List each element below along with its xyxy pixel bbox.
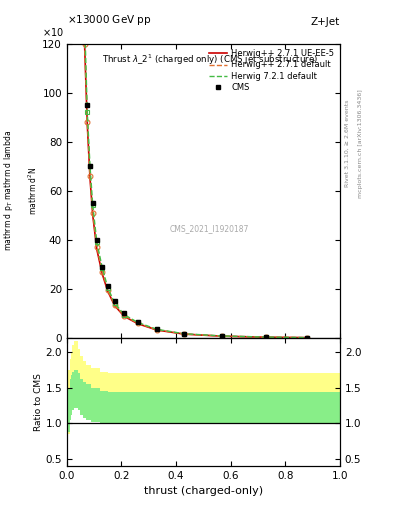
Line: Herwig 7.2.1 default: Herwig 7.2.1 default [68, 0, 307, 337]
CMS [100, 264, 105, 270]
Herwig++ 2.7.1 UE-EE-5 [264, 334, 268, 340]
Line: Herwig++ 2.7.1 default: Herwig++ 2.7.1 default [68, 0, 307, 337]
Herwig++ 2.7.1 default [105, 287, 110, 293]
CMS [88, 163, 92, 169]
Herwig++ 2.7.1 UE-EE-5 [105, 288, 110, 294]
CMS [105, 283, 110, 289]
Herwig 7.2.1 default [94, 239, 99, 245]
Herwig 7.2.1 default [220, 333, 225, 339]
Herwig 7.2.1 default [154, 326, 159, 332]
CMS [305, 334, 310, 340]
CMS [94, 237, 99, 243]
Text: Z+Jet: Z+Jet [311, 17, 340, 27]
Herwig++ 2.7.1 UE-EE-5 [122, 313, 127, 319]
Herwig++ 2.7.1 default [100, 269, 105, 275]
Herwig 7.2.1 default [182, 331, 187, 337]
Herwig 7.2.1 default [305, 334, 310, 340]
Herwig++ 2.7.1 default [82, 40, 87, 47]
Herwig++ 2.7.1 default [154, 327, 159, 333]
Herwig++ 2.7.1 default [182, 331, 187, 337]
Herwig 7.2.1 default [105, 285, 110, 291]
Herwig++ 2.7.1 UE-EE-5 [100, 271, 105, 277]
Herwig 7.2.1 default [112, 300, 117, 306]
Herwig++ 2.7.1 UE-EE-5 [220, 333, 225, 339]
Herwig 7.2.1 default [136, 319, 140, 326]
Herwig++ 2.7.1 default [112, 302, 117, 308]
Text: $\times$13000 GeV pp: $\times$13000 GeV pp [67, 13, 151, 27]
Herwig++ 2.7.1 UE-EE-5 [112, 303, 117, 309]
Herwig 7.2.1 default [82, 16, 87, 22]
Herwig 7.2.1 default [122, 311, 127, 317]
Herwig++ 2.7.1 UE-EE-5 [88, 176, 92, 182]
CMS [182, 330, 187, 336]
Herwig++ 2.7.1 default [85, 119, 90, 125]
CMS [122, 310, 127, 316]
Herwig++ 2.7.1 UE-EE-5 [85, 121, 90, 127]
Text: CMS_2021_I1920187: CMS_2021_I1920187 [169, 224, 248, 233]
CMS [90, 200, 95, 206]
Legend: Herwig++ 2.7.1 UE-EE-5, Herwig++ 2.7.1 default, Herwig 7.2.1 default, CMS: Herwig++ 2.7.1 UE-EE-5, Herwig++ 2.7.1 d… [207, 48, 336, 93]
Line: Herwig++ 2.7.1 UE-EE-5: Herwig++ 2.7.1 UE-EE-5 [68, 0, 307, 337]
Herwig 7.2.1 default [85, 109, 90, 115]
X-axis label: thrust (charged-only): thrust (charged-only) [144, 486, 263, 496]
CMS [154, 326, 159, 332]
Herwig++ 2.7.1 UE-EE-5 [305, 334, 310, 340]
Herwig++ 2.7.1 UE-EE-5 [136, 321, 140, 327]
Herwig 7.2.1 default [264, 334, 268, 340]
Herwig++ 2.7.1 UE-EE-5 [182, 331, 187, 337]
Herwig++ 2.7.1 default [220, 333, 225, 339]
CMS [82, 16, 87, 22]
Herwig++ 2.7.1 UE-EE-5 [90, 212, 95, 218]
CMS [112, 298, 117, 304]
Herwig++ 2.7.1 default [90, 210, 95, 216]
Herwig++ 2.7.1 UE-EE-5 [94, 247, 99, 253]
CMS [136, 319, 140, 325]
Text: mcplots.cern.ch [arXiv:1306.3436]: mcplots.cern.ch [arXiv:1306.3436] [358, 89, 364, 198]
Herwig++ 2.7.1 default [88, 173, 92, 179]
Herwig++ 2.7.1 default [122, 313, 127, 319]
Herwig++ 2.7.1 UE-EE-5 [154, 327, 159, 333]
Herwig++ 2.7.1 default [305, 334, 310, 340]
Herwig++ 2.7.1 default [136, 320, 140, 326]
Herwig 7.2.1 default [90, 202, 95, 208]
Line: CMS: CMS [66, 0, 310, 340]
Herwig++ 2.7.1 default [94, 244, 99, 250]
CMS [264, 334, 268, 340]
CMS [220, 333, 225, 339]
Herwig 7.2.1 default [100, 265, 105, 271]
Text: $\times 10$: $\times 10$ [42, 26, 64, 37]
Y-axis label: Ratio to CMS: Ratio to CMS [33, 373, 42, 431]
Herwig++ 2.7.1 default [264, 334, 268, 340]
Y-axis label: 1 / mathrm d N /
mathrm d p$_T$ mathrm d lambda

mathrm d$^2$N: 1 / mathrm d N / mathrm d p$_T$ mathrm d… [0, 130, 39, 251]
Text: Rivet 3.1.10, ≥ 2.6M events: Rivet 3.1.10, ≥ 2.6M events [345, 100, 350, 187]
Text: Thrust $\lambda\_2^1$ (charged only) (CMS jet substructure): Thrust $\lambda\_2^1$ (charged only) (CM… [102, 52, 318, 67]
Herwig 7.2.1 default [88, 163, 92, 169]
CMS [85, 102, 90, 108]
Herwig++ 2.7.1 UE-EE-5 [82, 40, 87, 47]
